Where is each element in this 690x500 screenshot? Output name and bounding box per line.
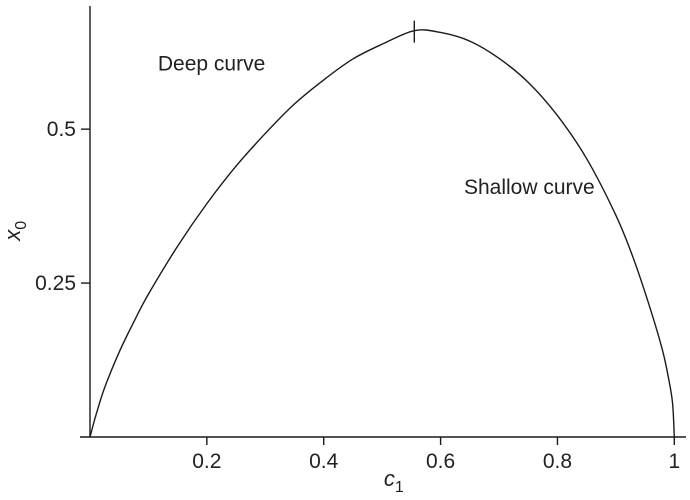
x-tick-label: 0.4 [309,450,339,473]
curve-annotation: Deep curve [158,53,265,76]
y-axis-label: x0 [0,221,30,242]
x-tick-label: 1 [668,450,680,473]
x-axis-label: c1 [384,466,404,495]
x-axis-ticks: 0.2 0.4 0.6 0.8 1 [192,437,680,473]
axes [80,6,686,438]
x-tick-label: 0.2 [192,450,221,473]
curve-line [89,29,676,438]
y-tick-label: 0.25 [35,272,76,295]
y-axis-ticks: 0.25 0.5 [35,118,90,295]
annotation-layer: Deep curve Shallow curve [158,53,595,199]
curve-annotation: Shallow curve [464,176,595,199]
x-axis-label-subscript: 1 [395,479,404,495]
x-tick-label: 0.6 [426,450,455,473]
y-axis-label-base: x [0,229,25,242]
y-axis-label-subscript: 0 [13,221,30,230]
y-tick-label: 0.5 [47,118,76,141]
x-axis-label-base: c [384,466,395,491]
x-tick-label: 0.8 [543,450,572,473]
series-layer [89,20,676,438]
